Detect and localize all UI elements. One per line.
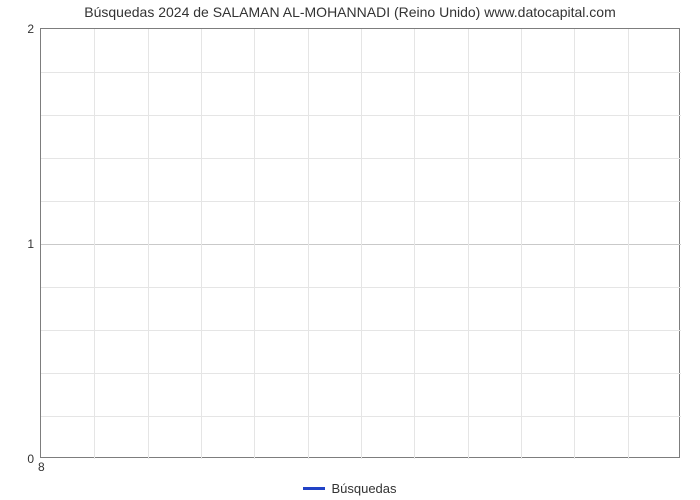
grid-v-minor <box>308 29 309 459</box>
grid-v-minor <box>468 29 469 459</box>
plot-area <box>40 28 680 458</box>
grid-v-minor <box>148 29 149 459</box>
legend-swatch <box>303 487 325 490</box>
legend: Búsquedas <box>0 481 700 496</box>
legend-label: Búsquedas <box>331 481 396 496</box>
grid-v-minor <box>201 29 202 459</box>
grid-v-minor <box>94 29 95 459</box>
grid-v-minor <box>574 29 575 459</box>
grid-v-minor <box>628 29 629 459</box>
y-tick-label: 2 <box>10 22 34 36</box>
x-tick-label: 8 <box>38 460 45 474</box>
y-tick-label: 0 <box>10 452 34 466</box>
chart-container: Búsquedas 2024 de SALAMAN AL-MOHANNADI (… <box>0 0 700 500</box>
grid-v-minor <box>254 29 255 459</box>
chart-title: Búsquedas 2024 de SALAMAN AL-MOHANNADI (… <box>0 4 700 20</box>
grid-v-minor <box>414 29 415 459</box>
grid-v-minor <box>521 29 522 459</box>
grid-v-minor <box>361 29 362 459</box>
y-tick-label: 1 <box>10 237 34 251</box>
